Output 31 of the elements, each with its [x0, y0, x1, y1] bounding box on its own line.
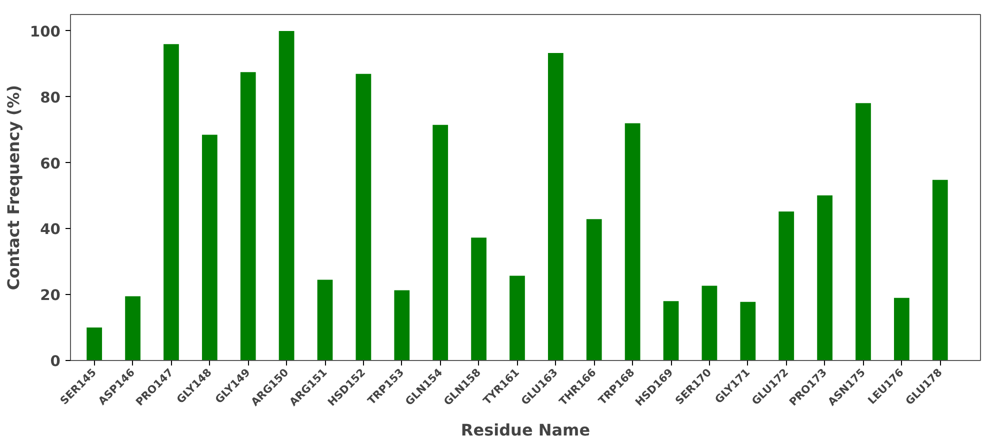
bar	[894, 298, 910, 360]
bar	[278, 30, 294, 360]
bar	[125, 296, 140, 360]
bar	[817, 195, 832, 360]
bar	[356, 74, 372, 360]
bar	[932, 180, 948, 360]
y-tick-label: 100	[30, 23, 60, 40]
bar	[86, 328, 102, 360]
y-tick-label: 60	[40, 155, 61, 172]
bar	[471, 238, 486, 360]
bar	[432, 124, 448, 360]
bar	[624, 123, 640, 360]
bar	[548, 53, 564, 360]
bar	[164, 44, 179, 360]
bar	[663, 301, 679, 360]
bar	[740, 302, 756, 360]
y-tick-label: 0	[50, 353, 61, 370]
bar	[586, 219, 602, 360]
bar	[202, 134, 218, 360]
bar	[510, 276, 525, 360]
bar	[856, 103, 871, 360]
bar	[317, 280, 333, 360]
bar	[778, 212, 794, 360]
y-tick-label: 20	[40, 287, 61, 304]
x-axis-title: Residue Name	[460, 420, 590, 440]
y-tick-label: 80	[40, 89, 61, 106]
bar	[702, 286, 718, 360]
y-tick-label: 40	[40, 221, 61, 238]
y-axis-title: Contact Frequency (%)	[4, 84, 23, 290]
bar	[394, 290, 410, 360]
bar	[240, 72, 256, 360]
